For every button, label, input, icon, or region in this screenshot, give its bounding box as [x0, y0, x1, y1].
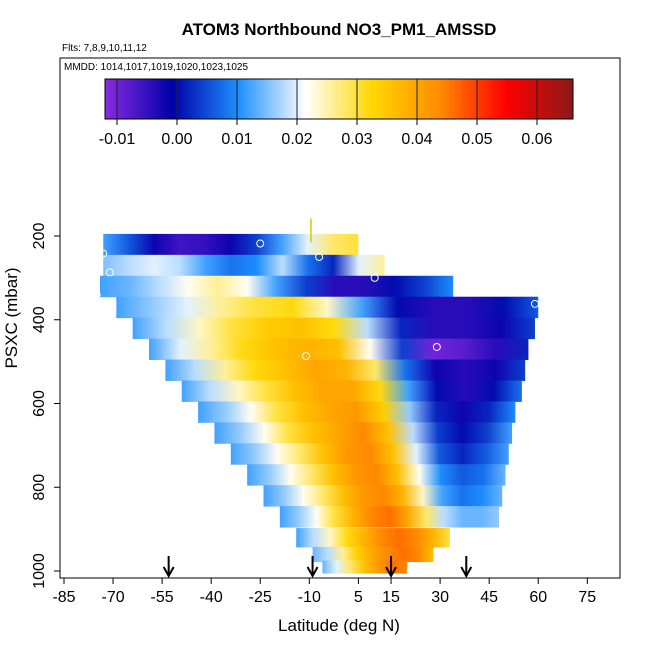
- data-point-circle: [315, 252, 324, 261]
- x-tick-label: 15: [382, 589, 400, 606]
- plot-area: MMDD: 1014,1017,1019,1020,1023,1025 -0.0…: [59, 57, 621, 579]
- data-point-circle: [403, 263, 412, 272]
- heatmap-row: [322, 560, 408, 574]
- data-point-circle: [105, 268, 114, 277]
- y-axis: 200 400 600 800 1000: [31, 223, 61, 589]
- x-tick-label: 75: [578, 589, 596, 606]
- heatmap: [99, 218, 539, 574]
- x-axis-label: Latitude (deg N): [278, 616, 400, 635]
- x-tick-label: 45: [480, 589, 498, 606]
- data-point-circle: [99, 249, 108, 258]
- colorbar: -0.01 0.00 0.01 0.02 0.03 0.04 0.05 0.06: [99, 78, 574, 148]
- y-tick-label: 1000: [31, 553, 48, 589]
- heatmap-row: [181, 380, 522, 402]
- colorbar-bar: [104, 78, 574, 120]
- data-point-circle: [553, 386, 562, 395]
- data-point-circle: [269, 567, 278, 575]
- heatmap-row: [296, 528, 450, 548]
- heatmap-row: [132, 317, 535, 340]
- y-tick-label: 800: [31, 474, 48, 501]
- heatmap-row: [263, 485, 503, 507]
- heatmap-row: [103, 233, 359, 256]
- colorbar-tick-label: 0.00: [161, 131, 192, 148]
- colorbar-tick-label: 0.03: [341, 131, 372, 148]
- colorbar-tick-label: 0.04: [401, 131, 432, 148]
- heatmap-row: [103, 254, 385, 277]
- flights-label: Flts: 7,8,9,10,11,12: [62, 43, 147, 54]
- data-point-circle: [553, 319, 562, 328]
- latitude-arrows: [162, 556, 473, 579]
- y-tick-label: 600: [31, 390, 48, 417]
- x-tick-label: 5: [354, 589, 363, 606]
- x-tick-label: 30: [431, 589, 449, 606]
- x-tick-label: -85: [52, 589, 75, 606]
- x-tick-label: -40: [200, 589, 223, 606]
- heatmap-row: [116, 296, 539, 319]
- heatmap-row: [247, 464, 506, 486]
- y-tick-label: 400: [31, 306, 48, 333]
- data-point-circle: [550, 506, 559, 515]
- data-point-circle: [370, 273, 379, 282]
- arrow-head: [460, 566, 473, 579]
- heatmap-row: [198, 401, 516, 423]
- arrow-head: [162, 566, 175, 579]
- heatmap-row: [149, 338, 529, 361]
- x-tick-label: -70: [101, 589, 124, 606]
- data-point-circle: [472, 286, 481, 295]
- heatmap-row: [230, 443, 509, 465]
- heatmap-row: [312, 546, 434, 563]
- data-point-circle: [550, 403, 559, 412]
- heatmap-row: [214, 422, 513, 444]
- colorbar-tick-label: 0.02: [281, 131, 312, 148]
- chart-title: ATOM3 Northbound NO3_PM1_AMSSD: [182, 20, 497, 39]
- x-axis: -85 -70 -55 -40 -25 -10 5 15 30 45 60 75: [52, 578, 596, 606]
- colorbar-tick-label: 0.06: [521, 131, 552, 148]
- heatmap-row: [279, 506, 499, 528]
- colorbar-tick-label: 0.01: [221, 131, 252, 148]
- heatmap-row: [165, 359, 526, 381]
- data-point-circle: [92, 290, 101, 299]
- data-point-circle: [256, 239, 265, 248]
- data-point-circle: [406, 567, 415, 575]
- y-tick-label: 200: [31, 223, 48, 250]
- arrow-head: [306, 566, 319, 579]
- arrow-head: [385, 566, 397, 579]
- data-point-circle: [573, 316, 582, 325]
- data-point-circle: [530, 299, 539, 308]
- x-tick-label: -55: [151, 589, 174, 606]
- x-tick-label: 60: [529, 589, 547, 606]
- heatmap-row: [99, 275, 454, 298]
- dates-label: MMDD: 1014,1017,1019,1020,1023,1025: [64, 62, 248, 73]
- data-point-circle: [302, 352, 311, 361]
- x-tick-label: -25: [249, 589, 272, 606]
- data-point-circle: [432, 342, 441, 351]
- colorbar-tick-label: 0.05: [461, 131, 492, 148]
- x-tick-label: -10: [298, 589, 321, 606]
- colorbar-tick-label: -0.01: [99, 131, 136, 148]
- y-axis-label: PSXC (mbar): [2, 267, 21, 368]
- open-circles: [92, 239, 582, 575]
